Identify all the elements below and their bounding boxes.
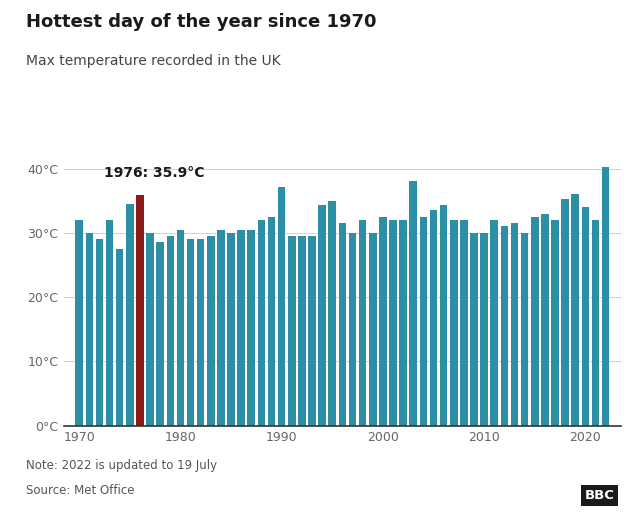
Bar [429, 210, 437, 426]
Bar [86, 233, 93, 426]
Bar [147, 233, 154, 426]
Bar [156, 242, 164, 426]
Bar [379, 217, 387, 426]
Text: Source: Met Office: Source: Met Office [26, 484, 134, 497]
Bar [106, 220, 113, 426]
Bar [389, 220, 397, 426]
Bar [328, 201, 336, 426]
Bar [217, 229, 225, 426]
Bar [420, 217, 427, 426]
Bar [541, 213, 548, 426]
Bar [399, 220, 407, 426]
Bar [410, 181, 417, 426]
Bar [440, 204, 447, 426]
Bar [511, 223, 518, 426]
Bar [592, 220, 599, 426]
Bar [237, 229, 245, 426]
Bar [136, 195, 144, 426]
Bar [521, 233, 529, 426]
Bar [531, 217, 538, 426]
Bar [460, 220, 468, 426]
Bar [227, 233, 235, 426]
Bar [288, 236, 296, 426]
Bar [298, 236, 306, 426]
Bar [166, 236, 174, 426]
Bar [177, 229, 184, 426]
Bar [582, 207, 589, 426]
Bar [207, 236, 214, 426]
Bar [308, 236, 316, 426]
Bar [561, 199, 569, 426]
Bar [187, 239, 195, 426]
Bar [572, 194, 579, 426]
Bar [450, 220, 458, 426]
Bar [278, 187, 285, 426]
Bar [369, 233, 376, 426]
Bar [268, 217, 275, 426]
Text: BBC: BBC [584, 489, 614, 502]
Bar [481, 233, 488, 426]
Bar [470, 233, 478, 426]
Bar [339, 223, 346, 426]
Bar [349, 233, 356, 426]
Bar [602, 167, 609, 426]
Bar [359, 220, 367, 426]
Bar [126, 204, 134, 426]
Bar [258, 220, 265, 426]
Bar [318, 204, 326, 426]
Bar [248, 229, 255, 426]
Bar [551, 220, 559, 426]
Bar [197, 239, 204, 426]
Bar [95, 239, 103, 426]
Bar [116, 249, 124, 426]
Bar [490, 220, 498, 426]
Text: Hottest day of the year since 1970: Hottest day of the year since 1970 [26, 13, 376, 31]
Text: Note: 2022 is updated to 19 July: Note: 2022 is updated to 19 July [26, 459, 217, 472]
Text: 1976: 35.9°C: 1976: 35.9°C [104, 166, 205, 180]
Bar [76, 220, 83, 426]
Text: Max temperature recorded in the UK: Max temperature recorded in the UK [26, 54, 280, 69]
Bar [500, 226, 508, 426]
